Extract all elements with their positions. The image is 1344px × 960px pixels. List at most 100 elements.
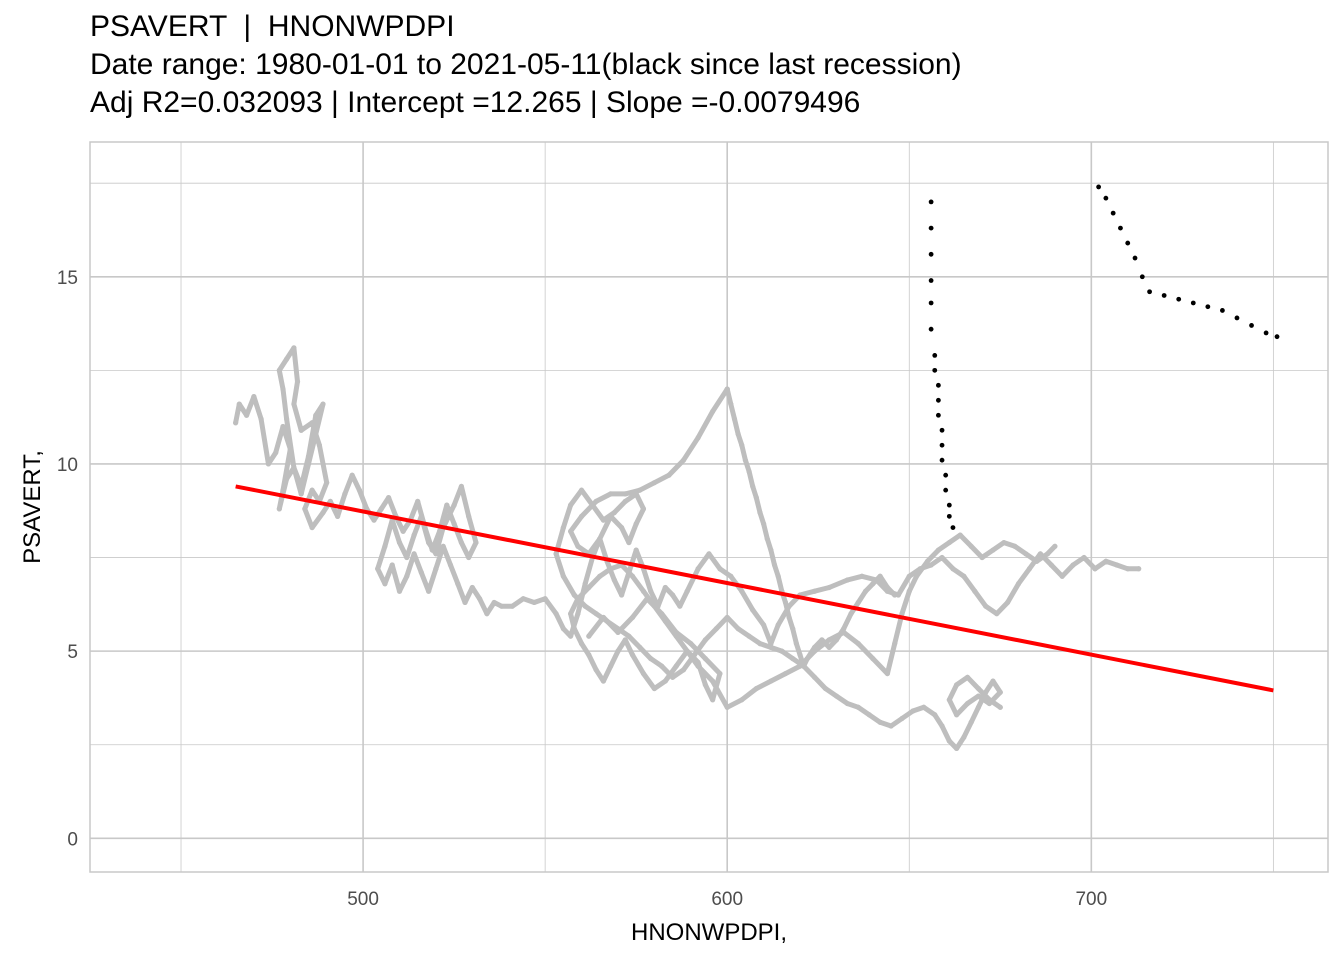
historical-point [811, 644, 818, 650]
historical-point [382, 581, 388, 587]
historical-point [586, 584, 592, 591]
historical-point [633, 547, 639, 553]
recent-point [1205, 304, 1211, 310]
historical-point [320, 510, 326, 516]
historical-point [768, 678, 774, 684]
historical-point [568, 633, 574, 639]
historical-point [411, 532, 417, 538]
historical-point [739, 588, 745, 594]
recent-point [1147, 289, 1152, 295]
y-tick-label: 5 [67, 642, 78, 663]
historical-point [313, 431, 319, 437]
historical-point [986, 697, 992, 703]
historical-point [935, 547, 941, 553]
historical-point [466, 513, 472, 519]
historical-point [611, 577, 617, 583]
historical-point [739, 442, 745, 448]
recent-point [932, 352, 938, 358]
historical-point [761, 521, 767, 527]
historical-point [597, 573, 603, 579]
recent-point [946, 502, 952, 508]
historical-point [491, 599, 497, 606]
historical-point [673, 629, 679, 636]
recent-point [939, 427, 945, 433]
historical-point [458, 539, 464, 546]
historical-point [651, 685, 657, 692]
historical-point [578, 487, 585, 493]
historical-point [782, 670, 789, 677]
historical-point [327, 498, 333, 504]
historical-point [611, 510, 617, 516]
historical-point [284, 356, 290, 362]
historical-point [713, 626, 719, 632]
historical-point [921, 704, 927, 710]
historical-point [298, 427, 304, 433]
historical-point [291, 401, 297, 407]
historical-point [615, 648, 621, 654]
historical-point [389, 562, 395, 568]
recent-point [939, 457, 945, 463]
chart-subtitle-stats: Adj R2=0.032093 | Intercept =12.265 | Sl… [90, 86, 861, 119]
historical-point [375, 566, 381, 572]
historical-point [804, 656, 810, 662]
historical-point [888, 723, 894, 729]
historical-point [735, 431, 741, 437]
historical-point [608, 491, 614, 497]
historical-point [939, 554, 945, 561]
historical-point [640, 506, 647, 512]
historical-point [1070, 562, 1076, 568]
historical-point [1103, 558, 1109, 564]
historical-point [484, 611, 490, 617]
historical-point [324, 480, 330, 486]
historical-point [997, 689, 1003, 695]
historical-point [753, 685, 759, 692]
historical-point [589, 502, 596, 508]
historical-point [433, 566, 439, 572]
historical-point [735, 626, 741, 632]
historical-point [990, 547, 996, 553]
historical-point [855, 599, 861, 606]
historical-point [790, 626, 796, 632]
historical-point [542, 596, 548, 602]
historical-point [1001, 539, 1007, 546]
historical-point [302, 506, 308, 512]
historical-point [695, 566, 701, 572]
historical-point [447, 562, 454, 568]
recent-point [928, 251, 934, 257]
x-tick-label: 600 [711, 889, 743, 910]
historical-point [608, 513, 614, 519]
historical-point [844, 577, 850, 583]
historical-point [426, 588, 432, 594]
historical-point [477, 596, 483, 602]
historical-point [877, 573, 883, 579]
historical-point [862, 588, 869, 594]
historical-point [335, 513, 341, 519]
historical-point [961, 734, 967, 740]
historical-point [964, 674, 971, 680]
historical-point [429, 547, 435, 553]
historical-point [1045, 551, 1051, 557]
historical-point [382, 543, 388, 549]
historical-point [731, 416, 738, 422]
recent-point [935, 412, 941, 418]
historical-point [768, 644, 774, 650]
historical-point [291, 345, 297, 351]
historical-point [309, 524, 315, 531]
historical-point [797, 652, 803, 658]
historical-point [826, 584, 832, 591]
historical-point [276, 367, 282, 373]
historical-point [626, 633, 632, 639]
historical-point [440, 543, 446, 549]
title-block: PSAVERT | HNONWPDPI Date range: 1980-01-… [90, 8, 962, 122]
historical-point [298, 483, 304, 490]
historical-point [695, 663, 701, 669]
historical-point [586, 652, 592, 658]
historical-point [633, 491, 639, 497]
historical-point [582, 603, 588, 609]
historical-point [553, 551, 559, 557]
historical-point [568, 502, 574, 508]
historical-point [972, 588, 978, 594]
historical-point [662, 618, 668, 624]
historical-point [593, 611, 599, 617]
historical-point [954, 745, 960, 752]
